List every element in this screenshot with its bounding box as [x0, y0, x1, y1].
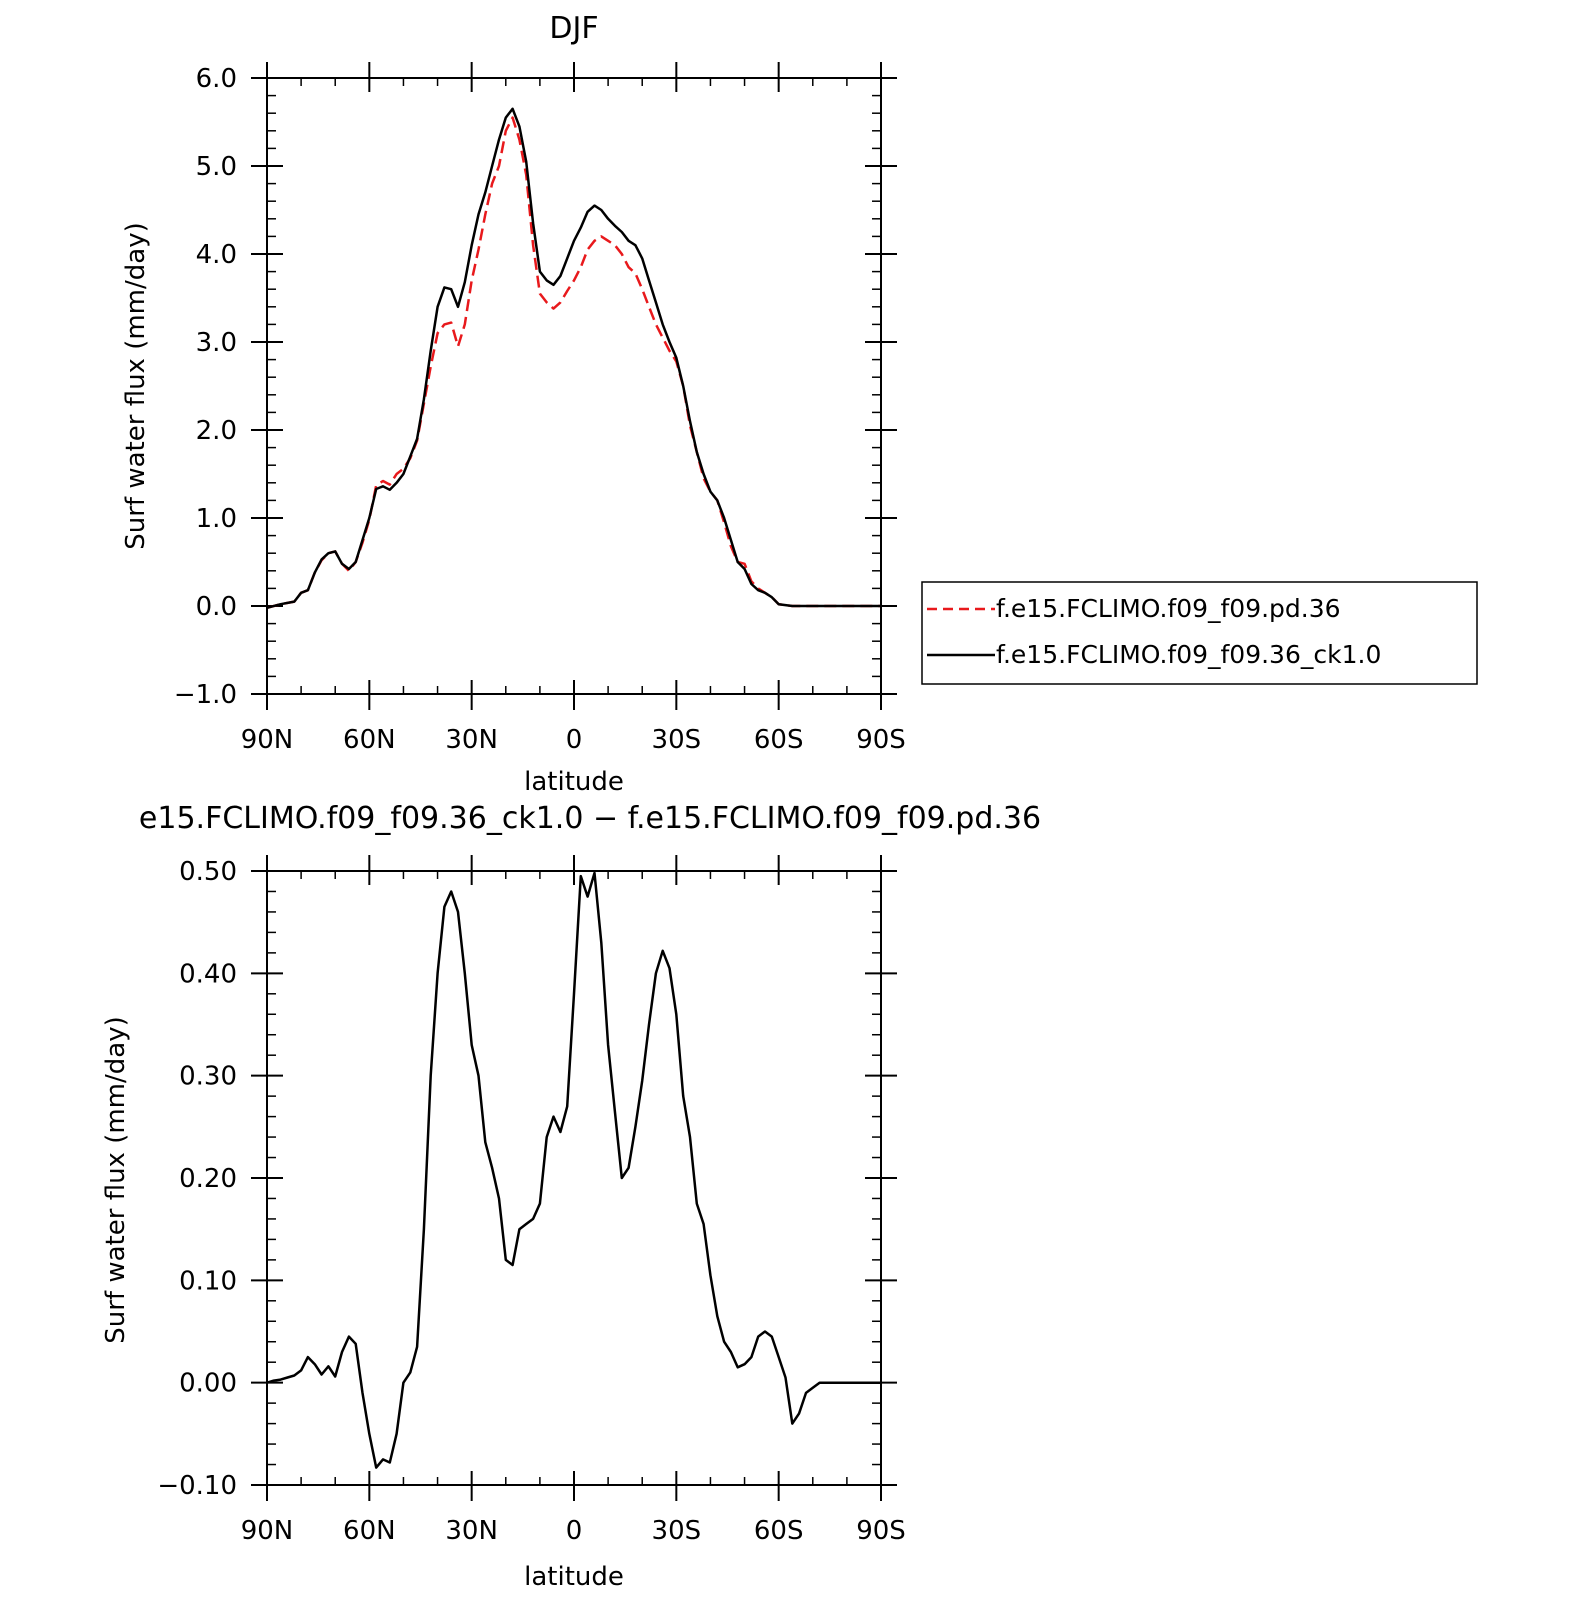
top-panel-djf: DJF −1.0 0.0 1.0 2.0 3.0 4.0 5.0 6.0 90N 60N 30N 0… — [121, 11, 1478, 797]
y-tick-label: −1.0 — [174, 680, 237, 710]
y-tick-label: −0.10 — [157, 1471, 237, 1501]
x-tick-label: 60S — [754, 1516, 804, 1546]
y-tick-label: 2.0 — [196, 416, 237, 446]
y-tick-label: 6.0 — [196, 64, 237, 94]
y-tick-label: 0.50 — [179, 857, 237, 887]
series-line-0 — [266, 871, 881, 1469]
x-tick-label: 30S — [652, 725, 702, 755]
bottom-series-lines — [266, 871, 881, 1469]
y-tick-label: 1.0 — [196, 504, 237, 534]
series-line-0 — [266, 116, 881, 610]
x-tick-label: 60N — [343, 725, 396, 755]
y-tick-label: 4.0 — [196, 240, 237, 270]
bottom-x-tick-labels: 90N 60N 30N 0 30S 60S 90S — [241, 1516, 906, 1546]
x-tick-label: 60S — [754, 725, 804, 755]
bottom-panel-difference: e15.FCLIMO.f09_f09.36_ck1.0 − f.e15.FCLI… — [101, 801, 1041, 1592]
y-tick-label: 0.0 — [196, 592, 237, 622]
top-y-axis-label: Surf water flux (mm/day) — [121, 222, 151, 549]
y-tick-label: 5.0 — [196, 152, 237, 182]
legend: f.e15.FCLIMO.f09_f09.pd.36 f.e15.FCLIMO.… — [921, 581, 1478, 685]
top-axis-ticks — [251, 62, 897, 710]
x-tick-label: 30S — [652, 1516, 702, 1546]
x-tick-label: 90N — [241, 725, 294, 755]
y-tick-label: 0.00 — [179, 1369, 237, 1399]
x-tick-label: 0 — [566, 725, 583, 755]
bottom-y-axis-label: Surf water flux (mm/day) — [101, 1016, 131, 1343]
top-y-tick-labels: −1.0 0.0 1.0 2.0 3.0 4.0 5.0 6.0 — [174, 64, 237, 710]
y-tick-label: 0.10 — [179, 1266, 237, 1296]
y-tick-label: 0.30 — [179, 1062, 237, 1092]
x-tick-label: 90N — [241, 1516, 294, 1546]
bottom-chart-title: e15.FCLIMO.f09_f09.36_ck1.0 − f.e15.FCLI… — [139, 801, 1041, 836]
series-line-1 — [266, 107, 881, 610]
x-tick-label: 90S — [856, 1516, 906, 1546]
bottom-x-axis-label: latitude — [524, 1562, 624, 1592]
bottom-axis-ticks — [251, 855, 897, 1501]
x-tick-label: 0 — [566, 1516, 583, 1546]
y-tick-label: 0.20 — [179, 1164, 237, 1194]
bottom-y-tick-labels: −0.10 0.00 0.10 0.20 0.30 0.40 0.50 — [157, 857, 237, 1501]
y-tick-label: 3.0 — [196, 328, 237, 358]
top-series-lines — [266, 107, 881, 610]
x-tick-label: 60N — [343, 1516, 396, 1546]
x-tick-label: 90S — [856, 725, 906, 755]
top-plot-frame — [266, 77, 882, 695]
top-x-tick-labels: 90N 60N 30N 0 30S 60S 90S — [241, 725, 906, 755]
legend-label-ck10: f.e15.FCLIMO.f09_f09.36_ck1.0 — [996, 640, 1381, 669]
top-chart-title: DJF — [549, 11, 598, 46]
y-tick-label: 0.40 — [179, 959, 237, 989]
x-tick-label: 30N — [445, 725, 498, 755]
legend-box — [921, 581, 1478, 685]
legend-label-pd36: f.e15.FCLIMO.f09_f09.pd.36 — [996, 594, 1341, 623]
top-x-axis-label: latitude — [524, 767, 624, 797]
x-tick-label: 30N — [445, 1516, 498, 1546]
bottom-plot-frame — [266, 870, 882, 1486]
